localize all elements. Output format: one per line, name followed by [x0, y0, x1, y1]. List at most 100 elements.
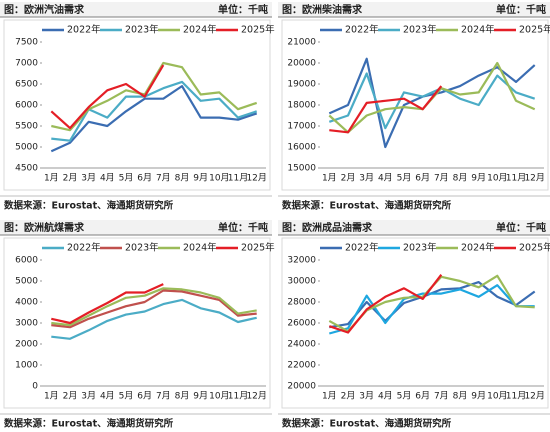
- chart-header: 图：欧洲成品油需求: [282, 221, 373, 234]
- series-line: [51, 289, 257, 329]
- source-note: 数据来源：Eurostat、海通期货研究所: [3, 418, 174, 430]
- legend-label: 2024年: [183, 242, 217, 254]
- plot-frame: [281, 19, 549, 191]
- y-tick-label: 5500: [15, 122, 38, 132]
- x-tick-label: 9月: [471, 173, 486, 184]
- series-line: [329, 281, 536, 329]
- legend-label: 2025年: [241, 242, 275, 254]
- legend-label: 2022年: [67, 24, 101, 36]
- x-tick-label: 11月: [506, 173, 526, 184]
- y-tick-label: 4000: [15, 298, 38, 308]
- y-tick-label: 5000: [15, 143, 38, 153]
- x-tick-label: 7月: [156, 391, 171, 402]
- y-tick-label: 18000: [287, 101, 316, 111]
- x-tick-label: 7月: [434, 173, 449, 184]
- x-tick-label: 5月: [119, 391, 134, 402]
- series-line: [50, 64, 165, 130]
- legend-label: 2025年: [519, 242, 550, 254]
- chart-header: 图：欧洲柴油需求: [282, 3, 363, 16]
- source-note: 数据来源：Eurostat、海通期货研究所: [281, 200, 452, 212]
- header-bar: [278, 220, 550, 235]
- y-tick-label: 24000: [287, 340, 316, 350]
- y-tick-label: 4500: [15, 164, 38, 174]
- y-tick-label: 17000: [287, 122, 316, 132]
- legend-label: 2025年: [519, 24, 550, 36]
- y-tick-label: 5000: [15, 277, 38, 287]
- x-tick-label: 10月: [209, 391, 229, 402]
- series-line: [51, 283, 164, 325]
- x-tick-label: 3月: [359, 173, 374, 184]
- x-tick-label: 11月: [228, 391, 248, 402]
- y-tick-label: 3000: [15, 319, 38, 329]
- chart-header: 图：欧洲航煤需求: [4, 221, 85, 234]
- chart-panel: 图：欧洲成品油需求 单位：千吨 20000 22000 24000 26000 28000 3…: [278, 220, 550, 430]
- x-tick-label: 12月: [246, 173, 266, 184]
- x-tick-label: 9月: [193, 173, 208, 184]
- x-tick-label: 3月: [81, 391, 96, 402]
- series-line: [51, 80, 258, 142]
- x-tick-label: 7月: [156, 173, 171, 184]
- x-tick-label: 2月: [63, 391, 78, 402]
- y-tick-label: 28000: [287, 298, 316, 308]
- series-line: [328, 274, 443, 334]
- x-tick-label: 12月: [524, 173, 544, 184]
- x-tick-label: 12月: [524, 391, 544, 402]
- y-tick-label: 6500: [15, 80, 38, 90]
- legend-label: 2025年: [241, 24, 275, 36]
- x-tick-label: 1月: [322, 391, 337, 402]
- x-tick-label: 4月: [378, 391, 393, 402]
- y-tick-label: 7500: [15, 38, 38, 48]
- x-tick-label: 2月: [341, 173, 356, 184]
- y-tick-label: 16000: [287, 143, 316, 153]
- chart-header: 图：欧洲汽油需求: [4, 3, 85, 16]
- legend-label: 2023年: [125, 242, 159, 254]
- plot-frame: [281, 237, 549, 409]
- y-tick-label: 26000: [287, 319, 316, 329]
- y-tick-label: 6000: [15, 256, 38, 266]
- y-tick-label: 0: [32, 382, 38, 392]
- y-tick-label: 6000: [15, 101, 38, 111]
- x-tick-label: 10月: [209, 173, 229, 184]
- x-tick-label: 12月: [246, 391, 266, 402]
- x-tick-label: 6月: [137, 173, 152, 184]
- x-tick-label: 4月: [378, 173, 393, 184]
- series-line: [50, 85, 258, 153]
- y-tick-label: 15000: [287, 164, 316, 174]
- x-tick-label: 11月: [228, 173, 248, 184]
- x-tick-label: 3月: [81, 173, 96, 184]
- legend-label: 2024年: [461, 242, 495, 254]
- x-tick-label: 8月: [453, 173, 468, 184]
- x-tick-label: 1月: [322, 173, 337, 184]
- y-tick-label: 19000: [287, 80, 316, 90]
- y-tick-label: 22000: [287, 361, 316, 371]
- x-tick-label: 7月: [434, 391, 449, 402]
- y-tick-label: 20000: [287, 59, 316, 69]
- plot-frame: [3, 237, 271, 409]
- x-tick-label: 3月: [359, 391, 374, 402]
- x-tick-label: 9月: [193, 391, 208, 402]
- x-tick-label: 1月: [44, 391, 59, 402]
- plot-frame: [3, 19, 271, 191]
- legend-label: 2022年: [345, 242, 379, 254]
- x-tick-label: 10月: [487, 173, 507, 184]
- y-tick-label: 30000: [287, 277, 316, 287]
- unit-label: 单位：千吨: [496, 221, 546, 234]
- y-tick-label: 7000: [15, 59, 38, 69]
- x-tick-label: 5月: [119, 173, 134, 184]
- x-tick-label: 2月: [63, 173, 78, 184]
- legend-label: 2023年: [403, 24, 437, 36]
- unit-label: 单位：千吨: [218, 3, 268, 16]
- series-line: [329, 284, 535, 335]
- x-tick-label: 5月: [397, 173, 412, 184]
- x-tick-label: 8月: [175, 173, 190, 184]
- y-tick-label: 21000: [287, 38, 316, 48]
- x-tick-label: 2月: [341, 391, 356, 402]
- chart-panel: 图：欧洲汽油需求 单位：千吨 4500 5000 5500 6000 6500 7000 750…: [0, 2, 275, 212]
- header-bar: [0, 2, 272, 17]
- chart-panel: 图：欧洲航煤需求 单位：千吨 0 1000 2000 3000 4000 5000 6000 1月…: [0, 220, 275, 430]
- series-line: [328, 72, 536, 130]
- legend-label: 2022年: [67, 242, 101, 254]
- x-tick-label: 6月: [415, 173, 430, 184]
- x-tick-label: 1月: [44, 173, 59, 184]
- legend-label: 2024年: [183, 24, 217, 36]
